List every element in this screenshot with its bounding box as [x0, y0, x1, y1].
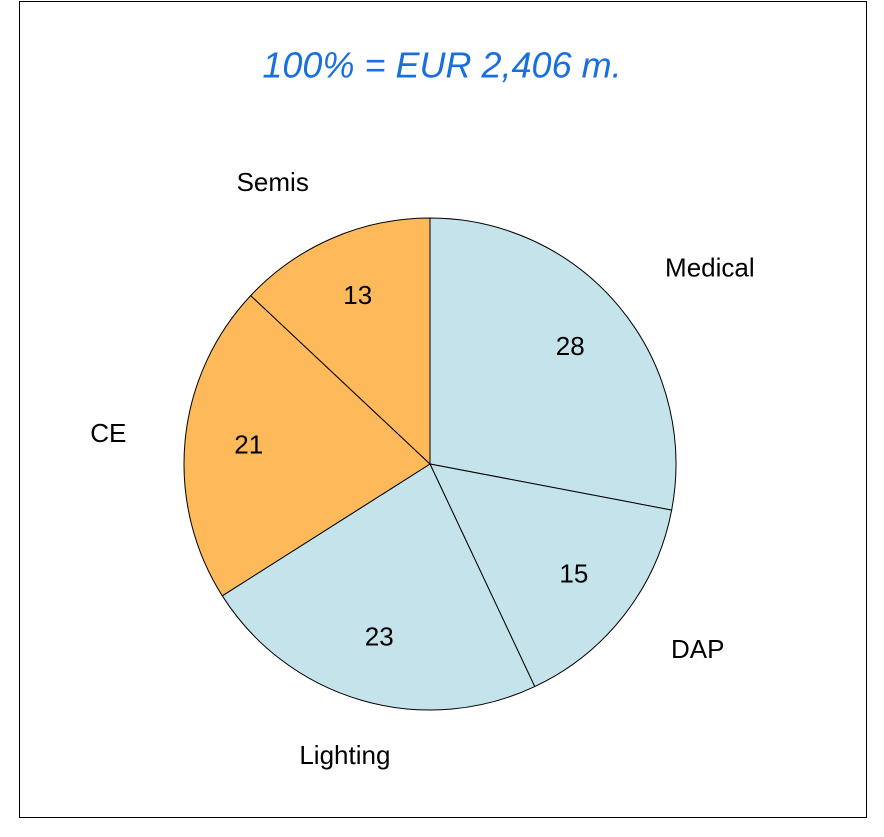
- pie-slice: [221, 463, 536, 711]
- category-label: CE: [90, 418, 126, 448]
- category-label: Semis: [237, 167, 309, 197]
- pie-slice: [249, 217, 431, 466]
- category-label: Lighting: [299, 740, 390, 770]
- pie-slice: [429, 463, 673, 688]
- value-label: 23: [365, 622, 394, 652]
- value-label: 28: [556, 331, 585, 361]
- value-label: 21: [234, 430, 263, 460]
- value-label: 13: [343, 280, 372, 310]
- chart-title: 100% = EUR 2,406 m.: [262, 45, 621, 86]
- value-label: 15: [559, 558, 588, 588]
- pie-slice: [183, 294, 431, 597]
- category-label: Medical: [665, 252, 755, 282]
- pie-slice: [429, 217, 677, 511]
- category-label: DAP: [671, 634, 724, 664]
